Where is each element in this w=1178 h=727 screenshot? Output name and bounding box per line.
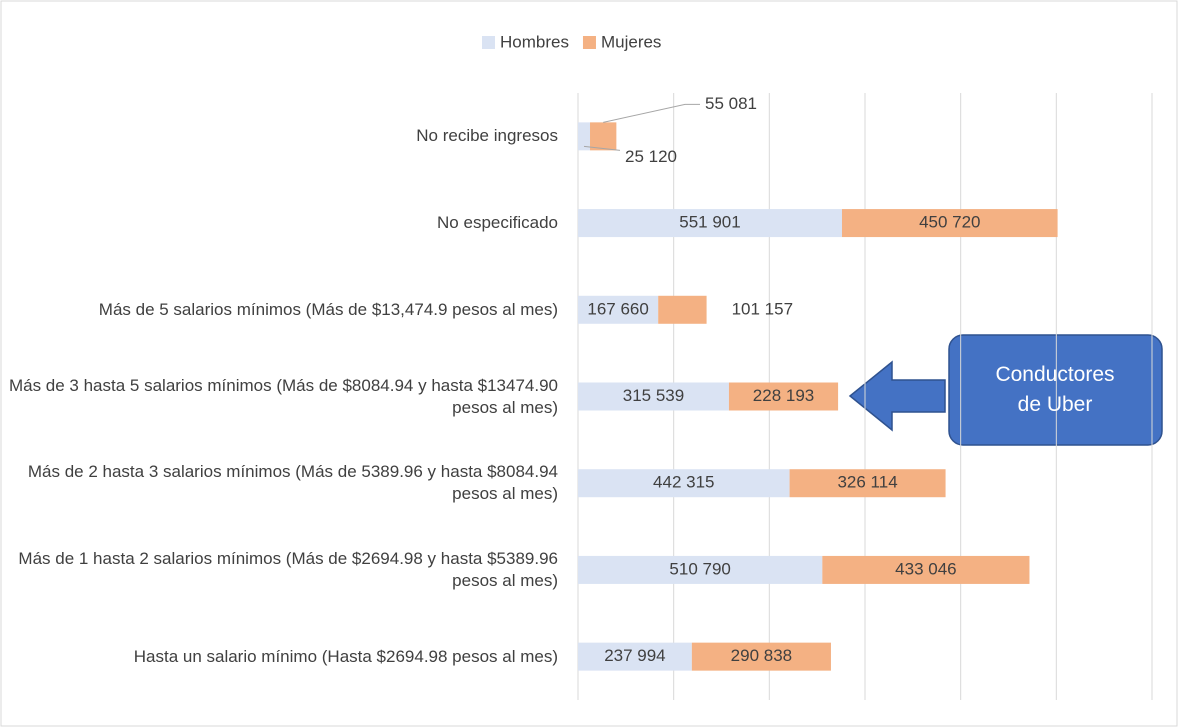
data-label: 450 720: [919, 213, 980, 232]
callout-box: [948, 334, 1163, 446]
bar-segment: [578, 642, 692, 671]
y-tick-label: No especificado: [437, 213, 558, 233]
bar-segment: [658, 295, 707, 324]
data-label: 551 901: [679, 213, 740, 232]
bar-segment: [590, 122, 617, 151]
bar-segment: [789, 469, 946, 498]
bar-segment: [578, 122, 591, 151]
bar-segment: [841, 209, 1058, 238]
legend-label: Hombres: [500, 32, 569, 51]
data-label: 25 120: [625, 147, 677, 166]
callout-text: Conductores de Uber: [995, 363, 1115, 416]
bar-segment: [578, 382, 729, 411]
y-tick-label: Más de 5 salarios mínimos (Más de $13,47…: [98, 299, 558, 319]
data-label: 326 114: [837, 473, 897, 492]
bar-segment: [728, 382, 839, 411]
legend-swatch: [482, 36, 495, 49]
data-label: 101 157: [732, 299, 793, 318]
y-tick-label: Hasta un salario mínimo (Hasta $2694.98 …: [133, 646, 558, 666]
leader-line: [583, 145, 621, 151]
legend-label: Mujeres: [601, 32, 661, 51]
leader-line: [603, 103, 700, 123]
y-tick-label: Más de 1 hasta 2 salarios mínimos (Más d…: [18, 548, 558, 590]
data-label: 290 838: [731, 646, 792, 665]
y-tick-label: No recibe ingresos: [416, 126, 558, 146]
data-label: 167 660: [587, 299, 648, 318]
data-label: 237 994: [604, 646, 665, 665]
bar-segment: [578, 295, 659, 324]
legend-swatch: [582, 36, 596, 49]
y-tick-label: Más de 3 hasta 5 salarios mínimos (Más d…: [8, 375, 558, 417]
data-label: 315 539: [623, 386, 684, 405]
callout-arrow: [848, 360, 946, 432]
data-label: 510 790: [669, 559, 730, 578]
bar-segment: [691, 642, 831, 671]
data-label: 442 315: [653, 473, 714, 492]
bar-segment: [578, 209, 842, 238]
data-label: 228 193: [753, 386, 814, 405]
y-tick-label: Más de 2 hasta 3 salarios mínimos (Más d…: [27, 462, 558, 504]
bar-segment: [578, 555, 823, 584]
bar-segment: [578, 469, 790, 498]
data-label: 433 046: [895, 559, 956, 578]
data-label: 55 081: [705, 94, 757, 113]
bar-segment: [822, 555, 1030, 584]
